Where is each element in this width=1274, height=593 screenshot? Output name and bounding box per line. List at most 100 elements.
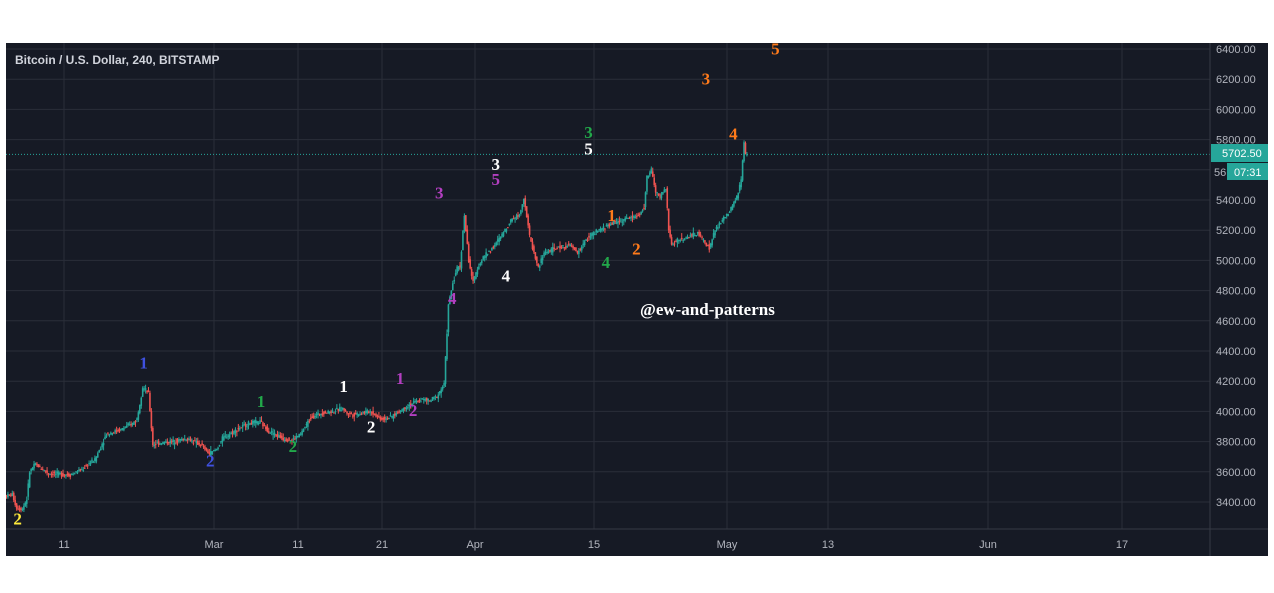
candle	[627, 217, 629, 220]
candle	[746, 151, 748, 157]
candle	[412, 397, 415, 405]
candle	[676, 237, 679, 248]
candle	[181, 436, 183, 441]
candle	[399, 410, 402, 414]
candle	[593, 231, 596, 236]
candle	[470, 266, 473, 280]
price-axis[interactable]: 3400.00 3600.00 3800.00 4000.00 4200.00 4400.…	[1209, 43, 1256, 556]
candle	[741, 159, 744, 183]
y-tick-label: 5800.00	[1216, 135, 1256, 147]
candle	[170, 438, 173, 445]
wave-label: 1	[257, 392, 266, 411]
x-tick-label: Apr	[466, 539, 483, 551]
candle	[509, 218, 512, 225]
candle	[143, 385, 145, 392]
candle	[30, 468, 32, 475]
candle	[712, 229, 715, 240]
candle	[517, 211, 519, 220]
candle	[456, 265, 458, 275]
candle	[304, 426, 306, 430]
candle	[227, 433, 229, 440]
candle	[402, 407, 405, 414]
candle	[201, 440, 203, 446]
candle	[172, 436, 174, 446]
candle	[573, 247, 576, 251]
candle	[141, 386, 144, 398]
candle	[250, 419, 253, 425]
candle	[417, 400, 419, 403]
candle	[112, 431, 115, 434]
candle	[15, 502, 18, 511]
x-tick-label: 17	[1116, 539, 1128, 551]
candle	[569, 243, 571, 247]
candle	[285, 437, 287, 442]
candle	[740, 176, 742, 190]
candle	[592, 231, 595, 240]
candle	[154, 440, 157, 449]
candle	[654, 182, 657, 197]
candle	[414, 398, 416, 404]
candle	[709, 242, 712, 250]
candle	[567, 241, 570, 247]
candle	[440, 387, 442, 398]
candle	[718, 221, 721, 229]
candle	[544, 248, 547, 256]
candle	[52, 470, 54, 478]
candle	[279, 432, 282, 439]
candle	[207, 448, 209, 454]
candle	[614, 219, 616, 225]
candle	[389, 412, 392, 417]
candle	[315, 411, 318, 419]
candle	[17, 505, 19, 511]
candle	[437, 391, 440, 403]
candle	[194, 437, 196, 442]
candle	[483, 255, 486, 262]
candle	[252, 419, 254, 428]
candle	[241, 422, 244, 433]
time-axis[interactable]: 11 Mar 11 21 Apr 15 May 13 Jun 17	[6, 528, 1268, 551]
candle	[25, 496, 28, 508]
candle	[10, 492, 12, 498]
candle	[657, 193, 660, 197]
candle	[343, 407, 345, 413]
candle	[521, 204, 524, 213]
candle	[441, 385, 444, 392]
candle	[431, 396, 434, 401]
candle	[149, 390, 151, 412]
candle	[118, 427, 121, 433]
candle	[502, 231, 505, 238]
candle	[260, 416, 263, 422]
candle	[602, 223, 605, 232]
candle	[333, 411, 335, 414]
candle	[401, 408, 403, 413]
candle	[714, 230, 716, 239]
candle	[238, 425, 241, 432]
candle	[699, 231, 702, 238]
candle	[70, 473, 73, 476]
candle	[608, 222, 611, 229]
candle	[357, 413, 360, 417]
candle	[689, 232, 692, 238]
candle	[246, 423, 248, 431]
candle	[59, 471, 61, 475]
x-tick-label: 11	[292, 539, 303, 551]
candle	[582, 239, 585, 249]
candle	[459, 261, 461, 271]
candle	[160, 442, 163, 446]
candle	[273, 429, 276, 438]
candle	[83, 465, 86, 469]
candle	[565, 242, 567, 250]
candle	[382, 416, 385, 423]
candle	[217, 446, 219, 451]
candle	[192, 440, 195, 446]
candle	[679, 238, 682, 243]
candle	[515, 213, 518, 221]
candle	[728, 210, 731, 214]
candle	[424, 397, 427, 402]
candle	[88, 460, 90, 466]
y-tick-label: 4800.00	[1216, 286, 1256, 298]
candle	[211, 451, 214, 456]
candle	[115, 426, 118, 434]
